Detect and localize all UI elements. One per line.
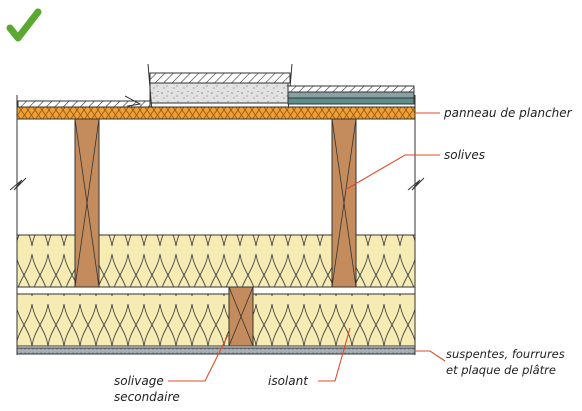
label-insulation: isolant (268, 374, 309, 388)
lower-insulation (16, 293, 416, 347)
check-mark-icon (6, 8, 42, 42)
gypsum-board (16, 347, 416, 355)
floor-panel (16, 106, 416, 120)
label-secondary-line2: secondaire (114, 390, 180, 404)
leader-hangers (415, 350, 446, 362)
leader-lines (168, 112, 446, 382)
leader-secondary (168, 334, 229, 382)
leader-joists (344, 154, 440, 191)
label-joists: solives (444, 148, 485, 162)
joist-right (331, 118, 357, 288)
screed-block (147, 63, 293, 113)
label-secondary-line1: solivage (114, 374, 164, 388)
label-hangers-line2: et plaque de plâtre (446, 363, 556, 377)
leader-insulation (318, 327, 351, 382)
label-hangers-line1: suspentes, fourrures (446, 347, 565, 361)
right-finish-layer (287, 85, 415, 105)
label-floor-panel: panneau de plancher (443, 106, 573, 120)
secondary-joist (228, 286, 254, 347)
joist-left (74, 118, 100, 288)
